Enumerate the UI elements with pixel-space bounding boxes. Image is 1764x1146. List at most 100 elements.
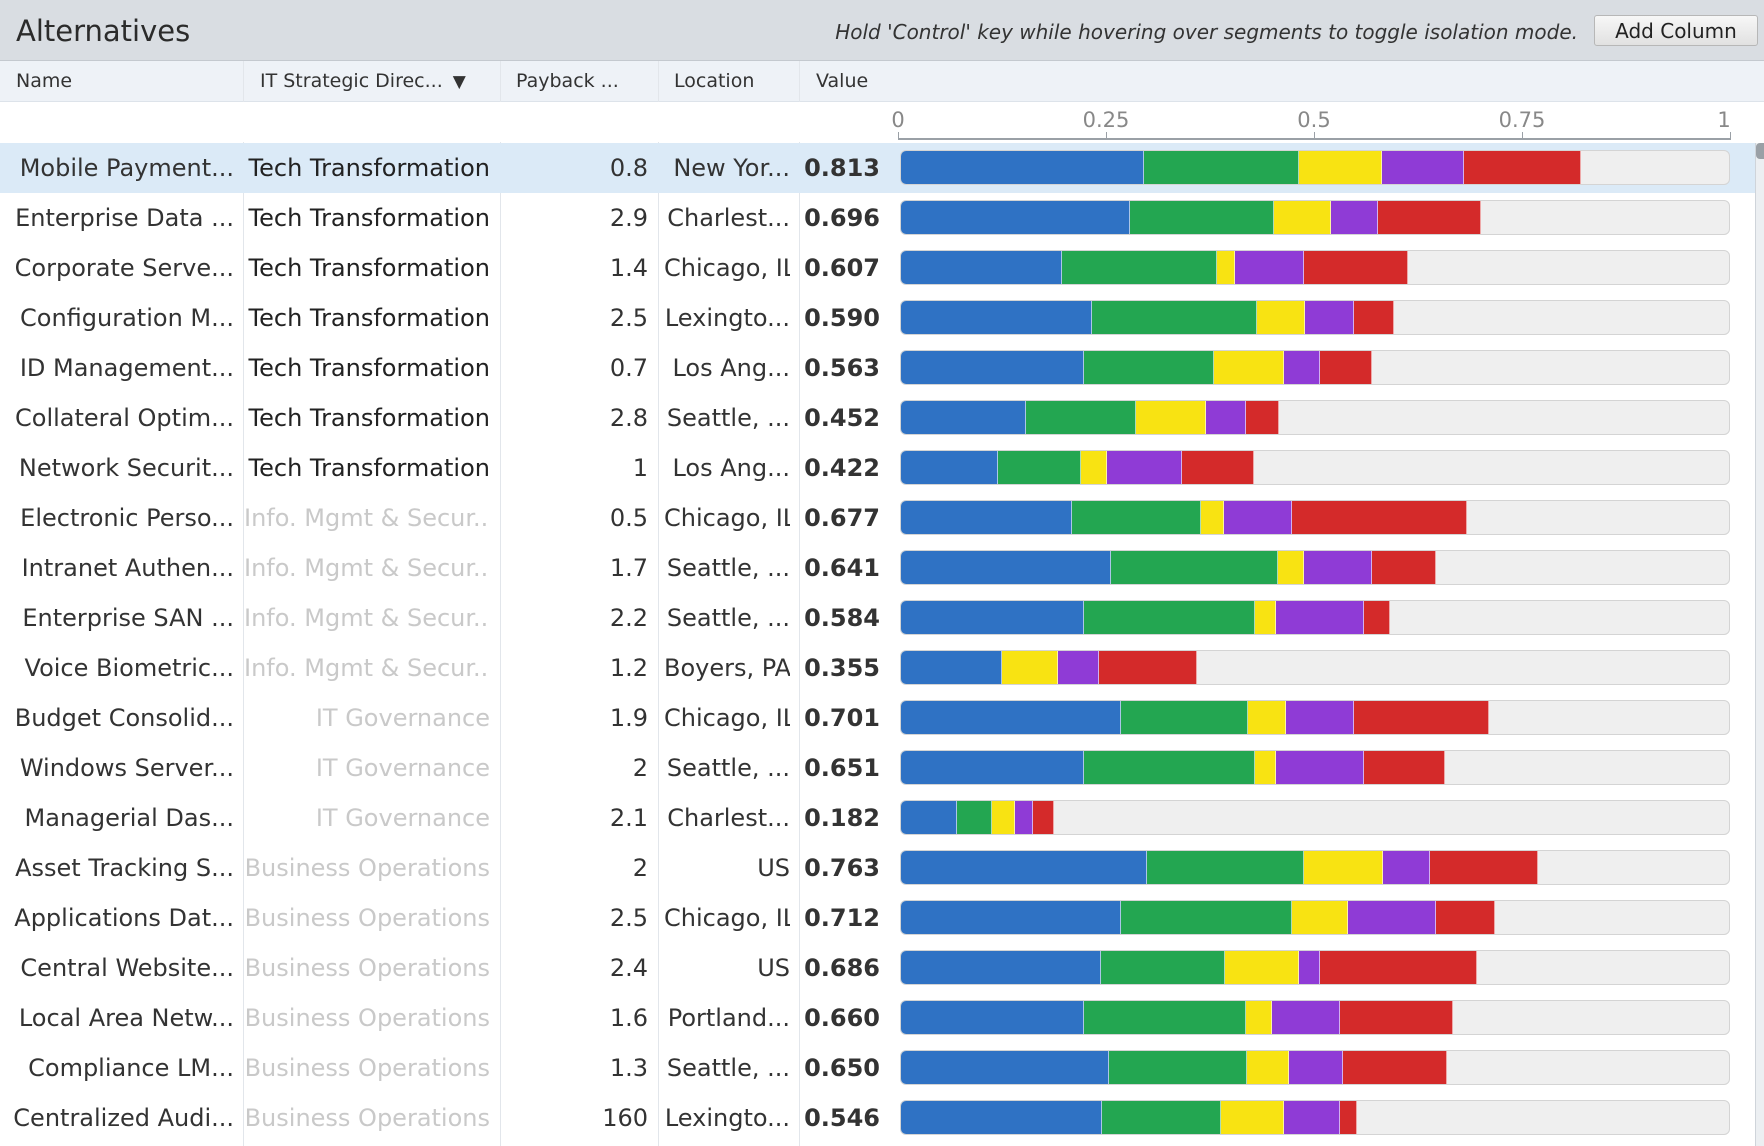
scrollbar-thumb[interactable] xyxy=(1756,143,1764,159)
column-header-location[interactable]: Location xyxy=(674,70,755,92)
bar-segment[interactable] xyxy=(901,651,1003,684)
bar-segment[interactable] xyxy=(1340,1101,1357,1134)
table-row[interactable]: Mobile Payment... Tech Transformation 0.8 N… xyxy=(0,143,1764,193)
stacked-value-bar[interactable] xyxy=(900,250,1730,285)
bar-segment[interactable] xyxy=(1289,1051,1344,1084)
bar-segment[interactable] xyxy=(1217,251,1236,284)
bar-segment[interactable] xyxy=(1235,251,1304,284)
bar-segment[interactable] xyxy=(1348,901,1437,934)
bar-segment[interactable] xyxy=(1255,601,1277,634)
bar-segment[interactable] xyxy=(1247,1051,1290,1084)
column-header-value[interactable]: Value xyxy=(816,70,869,92)
bar-segment[interactable] xyxy=(1463,151,1581,184)
bar-segment[interactable] xyxy=(1223,501,1292,534)
bar-segment[interactable] xyxy=(998,451,1082,484)
stacked-value-bar[interactable] xyxy=(900,350,1730,385)
bar-segment[interactable] xyxy=(1083,751,1256,784)
stacked-value-bar[interactable] xyxy=(900,1000,1730,1035)
stacked-value-bar[interactable] xyxy=(900,200,1730,235)
bar-segment[interactable] xyxy=(1099,651,1198,684)
table-row[interactable]: ID Management... Tech Transformation 0.7 Lo… xyxy=(0,343,1764,393)
bar-segment[interactable] xyxy=(1108,1051,1248,1084)
table-row[interactable]: Enterprise SAN ... Info. Mgmt & Secur... 2… xyxy=(0,593,1764,643)
bar-segment[interactable] xyxy=(956,801,993,834)
stacked-value-bar[interactable] xyxy=(900,750,1730,785)
bar-segment[interactable] xyxy=(1062,251,1218,284)
bar-segment[interactable] xyxy=(1146,851,1305,884)
bar-segment[interactable] xyxy=(1378,201,1482,234)
bar-segment[interactable] xyxy=(1071,501,1202,534)
bar-segment[interactable] xyxy=(1354,301,1394,334)
bar-segment[interactable] xyxy=(901,251,1063,284)
bar-segment[interactable] xyxy=(1284,1101,1341,1134)
bar-segment[interactable] xyxy=(901,301,1092,334)
column-divider[interactable] xyxy=(799,61,800,1146)
bar-segment[interactable] xyxy=(901,151,1145,184)
bar-segment[interactable] xyxy=(901,551,1111,584)
bar-segment[interactable] xyxy=(1221,1101,1285,1134)
table-row[interactable]: Enterprise Data ... Tech Transformation 2.… xyxy=(0,193,1764,243)
table-row[interactable]: Applications Dat... Business Operations 2.… xyxy=(0,893,1764,943)
bar-segment[interactable] xyxy=(1213,351,1284,384)
table-row[interactable]: Central Website... Business Operations 2.4… xyxy=(0,943,1764,993)
bar-segment[interactable] xyxy=(1014,801,1033,834)
bar-segment[interactable] xyxy=(901,901,1121,934)
bar-segment[interactable] xyxy=(1273,201,1331,234)
bar-segment[interactable] xyxy=(1320,351,1372,384)
bar-segment[interactable] xyxy=(1299,951,1321,984)
bar-segment[interactable] xyxy=(1247,701,1287,734)
bar-segment[interactable] xyxy=(1257,301,1306,334)
bar-segment[interactable] xyxy=(1205,401,1247,434)
bar-segment[interactable] xyxy=(1283,351,1321,384)
table-row[interactable]: Network Securit... Tech Transformation 1 Lo… xyxy=(0,443,1764,493)
bar-segment[interactable] xyxy=(1120,901,1292,934)
bar-segment[interactable] xyxy=(901,601,1084,634)
bar-segment[interactable] xyxy=(1091,301,1258,334)
table-row[interactable]: Asset Tracking S... Business Operations 2 U… xyxy=(0,843,1764,893)
bar-segment[interactable] xyxy=(1364,751,1445,784)
bar-segment[interactable] xyxy=(1083,351,1214,384)
bar-segment[interactable] xyxy=(1305,301,1355,334)
bar-segment[interactable] xyxy=(992,801,1015,834)
bar-segment[interactable] xyxy=(1201,501,1224,534)
table-row[interactable]: Electronic Perso... Info. Mgmt & Secur...… xyxy=(0,493,1764,543)
bar-segment[interactable] xyxy=(901,951,1102,984)
stacked-value-bar[interactable] xyxy=(900,550,1730,585)
bar-segment[interactable] xyxy=(1371,551,1436,584)
bar-segment[interactable] xyxy=(1110,551,1278,584)
bar-segment[interactable] xyxy=(1299,151,1382,184)
table-row[interactable]: Configuration M... Tech Transformation 2.5… xyxy=(0,293,1764,343)
table-row[interactable]: Budget Consolid... IT Governance 1.9 Chicag… xyxy=(0,693,1764,743)
bar-segment[interactable] xyxy=(901,401,1027,434)
bar-segment[interactable] xyxy=(901,801,957,834)
stacked-value-bar[interactable] xyxy=(900,1100,1730,1135)
bar-segment[interactable] xyxy=(1320,951,1477,984)
stacked-value-bar[interactable] xyxy=(900,150,1730,185)
table-row[interactable]: Compliance LM... Business Operations 1.3 Se… xyxy=(0,1043,1764,1093)
bar-segment[interactable] xyxy=(1429,851,1538,884)
stacked-value-bar[interactable] xyxy=(900,600,1730,635)
bar-segment[interactable] xyxy=(1354,701,1490,734)
bar-segment[interactable] xyxy=(1276,751,1365,784)
stacked-value-bar[interactable] xyxy=(900,950,1730,985)
bar-segment[interactable] xyxy=(1255,751,1277,784)
bar-segment[interactable] xyxy=(901,851,1147,884)
table-row[interactable]: Collateral Optim... Tech Transformation 2.… xyxy=(0,393,1764,443)
bar-segment[interactable] xyxy=(901,351,1084,384)
bar-segment[interactable] xyxy=(1081,451,1107,484)
bar-segment[interactable] xyxy=(1303,251,1409,284)
bar-segment[interactable] xyxy=(1181,451,1254,484)
bar-segment[interactable] xyxy=(1330,201,1379,234)
bar-segment[interactable] xyxy=(1246,1001,1272,1034)
bar-segment[interactable] xyxy=(901,1001,1084,1034)
bar-segment[interactable] xyxy=(1343,1051,1448,1084)
stacked-value-bar[interactable] xyxy=(900,400,1730,435)
bar-segment[interactable] xyxy=(901,451,999,484)
column-divider[interactable] xyxy=(658,61,659,1146)
bar-segment[interactable] xyxy=(1032,801,1054,834)
bar-segment[interactable] xyxy=(1135,401,1206,434)
vertical-scrollbar[interactable] xyxy=(1755,143,1764,1146)
bar-segment[interactable] xyxy=(1002,651,1058,684)
stacked-value-bar[interactable] xyxy=(900,850,1730,885)
bar-segment[interactable] xyxy=(1276,601,1365,634)
